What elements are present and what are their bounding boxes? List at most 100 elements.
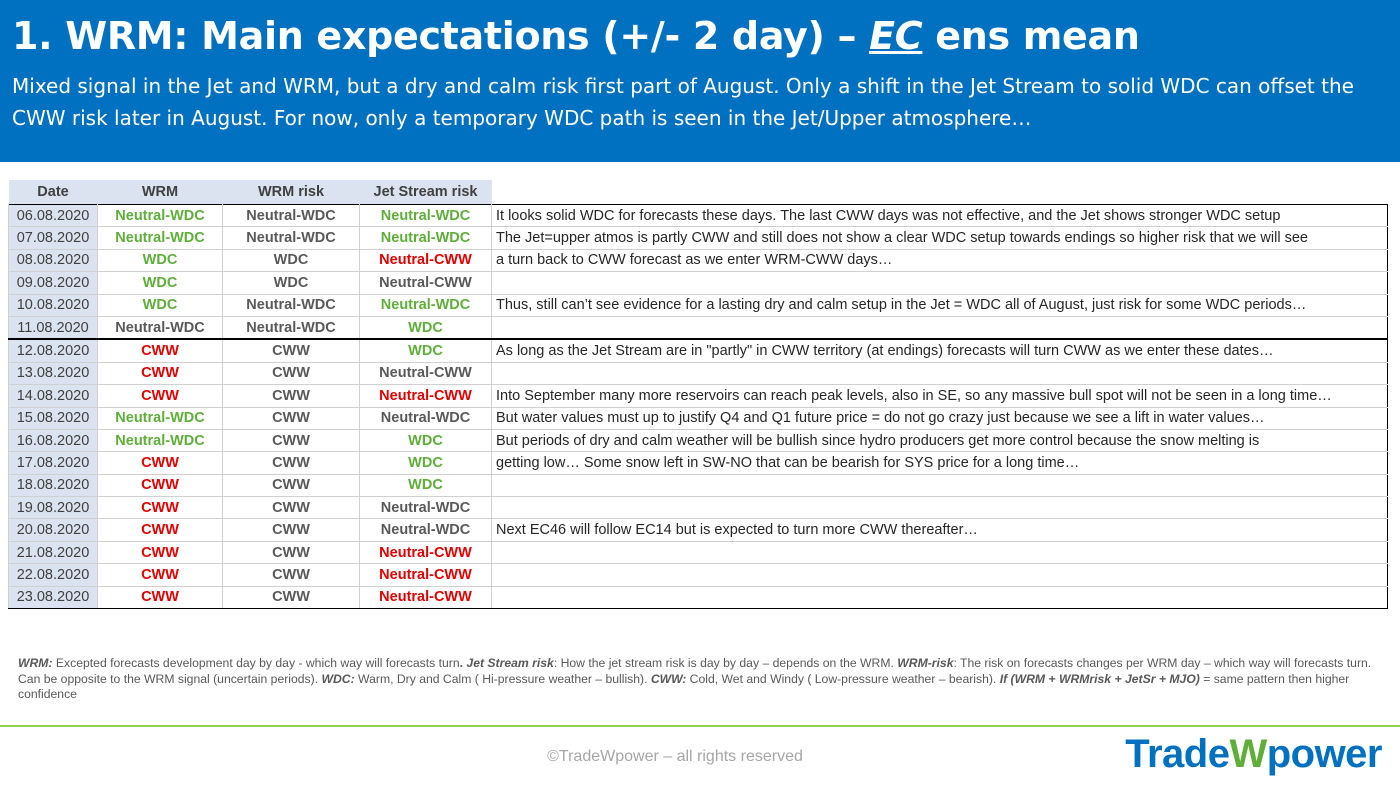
- title: 1. WRM: Main expectations (+/- 2 day) – …: [12, 14, 1140, 58]
- jet-cell: Neutral-WDC: [359, 226, 492, 250]
- header-band: 1. WRM: Main expectations (+/- 2 day) – …: [0, 0, 1400, 162]
- table-row: 20.08.2020 CWW CWW Neutral-WDC Next EC46 wil…: [8, 518, 1388, 542]
- comment-cell: [491, 585, 1388, 610]
- wrm-cell: Neutral-WDC: [97, 315, 223, 341]
- column-header: WRM risk: [222, 180, 360, 205]
- table-row: 06.08.2020 Neutral-WDC Neutral-WDC Neutral-…: [8, 203, 1388, 228]
- date-cell: 10.08.2020: [8, 293, 98, 317]
- title-text: 1. WRM: Main expectations (+/- 2 day) –: [12, 14, 870, 58]
- copyright: ©TradeWpower – all rights reserved: [547, 748, 803, 765]
- wrm-risk-cell: CWW: [222, 384, 360, 408]
- jet-cell: WDC: [359, 428, 492, 453]
- date-cell: 09.08.2020: [8, 271, 98, 295]
- date-cell: 13.08.2020: [8, 361, 98, 386]
- table-row: 21.08.2020 CWW CWW Neutral-CWW: [8, 540, 1388, 565]
- wrm-risk-cell: Neutral-WDC: [222, 315, 360, 341]
- wrm-cell: CWW: [97, 338, 223, 363]
- jet-cell: Neutral-CWW: [359, 563, 492, 587]
- wrm-cell: WDC: [97, 248, 223, 273]
- logo-text: power: [1266, 732, 1383, 776]
- wrm-risk-cell: CWW: [222, 540, 360, 565]
- date-cell: 23.08.2020: [8, 585, 98, 610]
- wrm-cell: CWW: [97, 585, 223, 610]
- comment-cell: a turn back to CWW forecast as we enter …: [491, 248, 1388, 273]
- jet-cell: WDC: [359, 338, 492, 363]
- wrm-cell: CWW: [97, 361, 223, 386]
- comment-cell: But water values must up to justify Q4 a…: [491, 406, 1388, 430]
- forecast-table: Date WRM WRM risk Jet Stream risk 06.08.202…: [8, 180, 1388, 610]
- wrm-cell: WDC: [97, 271, 223, 295]
- footnote-text: CWW:: [650, 671, 687, 686]
- wrm-risk-cell: CWW: [222, 563, 360, 587]
- comment-cell: As long as the Jet Stream are in "partly…: [491, 338, 1388, 363]
- divider: [0, 725, 1400, 727]
- jet-cell: Neutral-CWW: [359, 248, 492, 273]
- wrm-risk-cell: CWW: [222, 496, 360, 520]
- wrm-risk-cell: WDC: [222, 248, 360, 273]
- date-cell: 19.08.2020: [8, 496, 98, 520]
- wrm-risk-cell: CWW: [222, 338, 360, 363]
- subtitle: Mixed signal in the Jet and WRM, but a d…: [12, 74, 1354, 130]
- wrm-cell: CWW: [97, 473, 223, 498]
- comment-cell: It looks solid WDC for forecasts these d…: [491, 203, 1388, 228]
- comment-cell: [491, 271, 1388, 295]
- date-cell: 07.08.2020: [8, 226, 98, 250]
- title-text: ens mean: [922, 14, 1140, 58]
- logo: TradeWpower: [1125, 732, 1382, 777]
- wrm-cell: CWW: [97, 451, 223, 475]
- wrm-risk-cell: WDC: [222, 271, 360, 295]
- date-cell: 08.08.2020: [8, 248, 98, 273]
- jet-cell: Neutral-CWW: [359, 540, 492, 565]
- header-spacer: [491, 180, 1388, 205]
- table-row: 10.08.2020 WDC Neutral-WDC Neutral-WDC Thus,…: [8, 293, 1388, 317]
- jet-cell: WDC: [359, 473, 492, 498]
- table-row: 08.08.2020 WDC WDC Neutral-CWW a turn back t…: [8, 248, 1388, 273]
- comment-cell: [491, 315, 1388, 341]
- table-row: 14.08.2020 CWW CWW Neutral-CWW Into Septembe…: [8, 384, 1388, 408]
- wrm-cell: Neutral-WDC: [97, 226, 223, 250]
- date-cell: 18.08.2020: [8, 473, 98, 498]
- wrm-cell: Neutral-WDC: [97, 406, 223, 430]
- table-row: 13.08.2020 CWW CWW Neutral-CWW: [8, 361, 1388, 386]
- date-cell: 16.08.2020: [8, 428, 98, 453]
- wrm-risk-cell: CWW: [222, 585, 360, 610]
- comment-cell: [491, 540, 1388, 565]
- jet-cell: Neutral-WDC: [359, 293, 492, 317]
- footnote-text: Excepted forecasts development day by da…: [52, 656, 460, 670]
- column-header: Date: [8, 180, 98, 205]
- table-row: 12.08.2020 CWW CWW WDC As long as the Jet St…: [8, 338, 1388, 363]
- date-cell: 11.08.2020: [8, 315, 98, 341]
- jet-cell: Neutral-CWW: [359, 361, 492, 386]
- wrm-risk-cell: Neutral-WDC: [222, 226, 360, 250]
- date-cell: 17.08.2020: [8, 451, 98, 475]
- footnote: WRM: Excepted forecasts development day …: [18, 656, 1378, 703]
- table-row: 07.08.2020 Neutral-WDC Neutral-WDC Neutral-…: [8, 226, 1388, 250]
- wrm-risk-cell: CWW: [222, 473, 360, 498]
- comment-cell: Into September many more reservoirs can …: [491, 384, 1388, 408]
- footnote-text: Jet Stream risk: [466, 656, 554, 670]
- jet-cell: Neutral-WDC: [359, 496, 492, 520]
- wrm-risk-cell: CWW: [222, 406, 360, 430]
- comment-cell: [491, 563, 1388, 587]
- comment-cell: [491, 496, 1388, 520]
- table-row: 09.08.2020 WDC WDC Neutral-CWW: [8, 271, 1388, 295]
- footnote-text: WDC:: [321, 671, 355, 686]
- column-header: Jet Stream risk: [359, 180, 492, 205]
- jet-cell: WDC: [359, 315, 492, 341]
- comment-cell: [491, 361, 1388, 386]
- jet-cell: Neutral-CWW: [359, 585, 492, 610]
- table-body: 06.08.2020 Neutral-WDC Neutral-WDC Neutral-…: [8, 203, 1388, 610]
- wrm-risk-cell: Neutral-WDC: [222, 293, 360, 317]
- jet-cell: Neutral-WDC: [359, 518, 492, 542]
- comment-cell: [491, 473, 1388, 498]
- footnote-text: WRM-risk: [897, 656, 954, 670]
- wrm-risk-cell: CWW: [222, 451, 360, 475]
- table-row: 11.08.2020 Neutral-WDC Neutral-WDC WDC: [8, 315, 1388, 341]
- wrm-risk-cell: CWW: [222, 428, 360, 453]
- table-row: 16.08.2020 Neutral-WDC CWW WDC But periods o…: [8, 428, 1388, 453]
- comment-cell: The Jet=upper atmos is partly CWW and st…: [491, 226, 1388, 250]
- wrm-cell: Neutral-WDC: [97, 203, 223, 228]
- table-row: 15.08.2020 Neutral-WDC CWW Neutral-WDC But w…: [8, 406, 1388, 430]
- footnote-text: Cold, Wet and Windy ( Low-pressure weath…: [686, 671, 1000, 686]
